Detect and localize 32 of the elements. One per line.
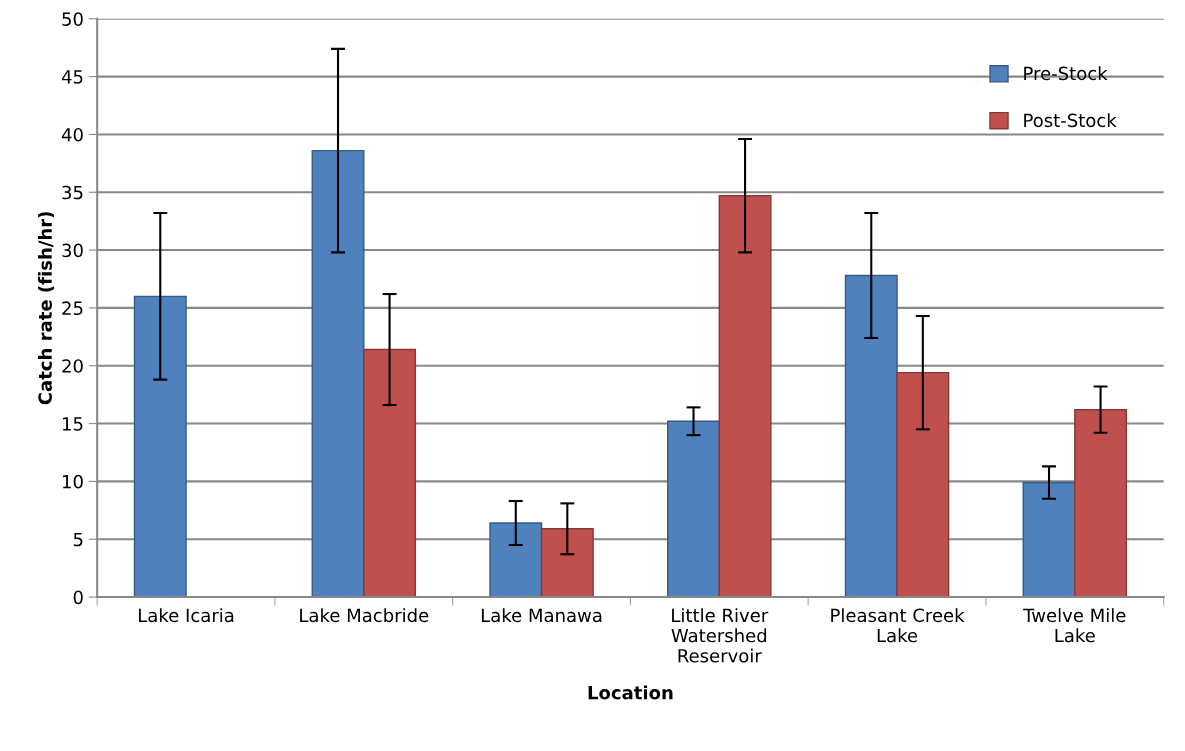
bar [1074,408,1128,598]
bar [844,274,898,598]
y-tick-label: 15 [62,417,83,431]
bar [1022,481,1076,598]
x-tick-label: Pleasant Creek Lake [831,608,965,643]
bar [133,295,187,598]
y-tick-label: 35 [62,185,83,200]
x-tick-label: Little River Watershed Reservoir [671,608,769,663]
bar [540,528,594,598]
x-tick-label: Twelve Mile Lake [1023,608,1126,643]
x-tick-label: Lake Macbride [300,608,429,623]
y-tick-label: 0 [73,590,83,605]
y-tick-label: 50 [62,12,83,26]
bar [667,420,720,598]
bar [718,195,772,598]
y-tick-label: 5 [73,532,83,547]
y-tick-label: 40 [61,127,83,142]
y-tick-label: 45 [61,70,83,84]
legend-label: Post-Stock [1024,113,1117,128]
y-tick-label: 20 [62,359,83,373]
y-tick-label: 25 [62,301,83,316]
x-axis-title: Location [588,685,673,700]
bar [896,371,950,598]
bar [489,522,543,598]
y-tick-label: 10 [62,474,83,489]
x-tick-label: Lake Manawa [481,608,602,623]
legend-label: Pre-Stock [1024,66,1108,81]
bar [363,348,417,598]
y-tick-label: 30 [62,243,83,258]
y-axis-title: Catch rate (fish/hr) [37,212,55,405]
x-tick-label: Lake Icaria [139,608,234,623]
bar [311,149,365,598]
